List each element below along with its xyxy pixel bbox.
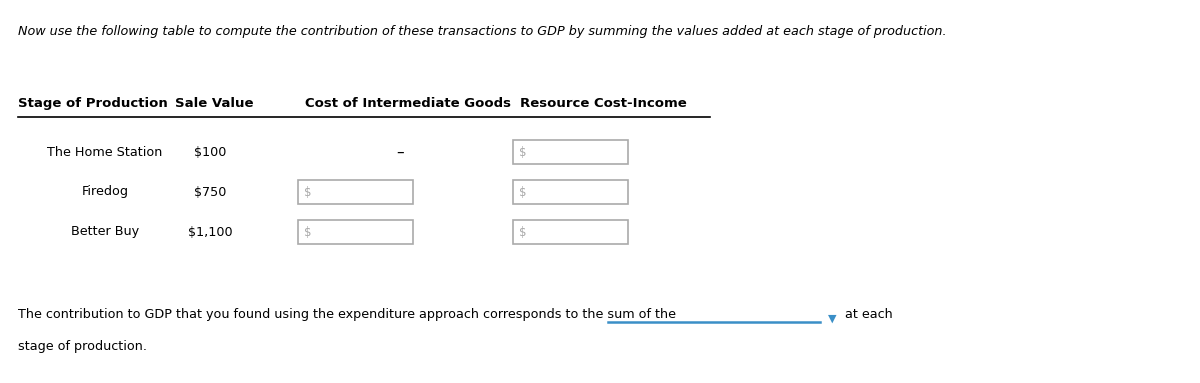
Text: Resource Cost-Income: Resource Cost-Income: [520, 97, 686, 110]
Text: $: $: [520, 146, 527, 159]
Text: stage of production.: stage of production.: [18, 340, 148, 353]
Text: $: $: [520, 185, 527, 198]
Text: Stage of Production: Stage of Production: [18, 97, 168, 110]
FancyBboxPatch shape: [514, 180, 628, 204]
Text: Now use the following table to compute the contribution of these transactions to: Now use the following table to compute t…: [18, 25, 947, 38]
Text: The Home Station: The Home Station: [47, 146, 163, 159]
Text: The contribution to GDP that you found using the expenditure approach correspond: The contribution to GDP that you found u…: [18, 308, 676, 321]
Text: $100: $100: [194, 146, 226, 159]
Text: Sale Value: Sale Value: [175, 97, 253, 110]
FancyBboxPatch shape: [298, 220, 413, 244]
Text: $: $: [304, 185, 312, 198]
Text: $750: $750: [194, 185, 226, 198]
Text: –: –: [396, 144, 404, 159]
Text: Better Buy: Better Buy: [71, 226, 139, 239]
Text: $1,100: $1,100: [187, 226, 233, 239]
FancyBboxPatch shape: [298, 180, 413, 204]
Text: Firedog: Firedog: [82, 185, 128, 198]
Text: $: $: [304, 226, 312, 239]
Text: at each: at each: [845, 308, 893, 321]
FancyBboxPatch shape: [514, 140, 628, 164]
Text: Cost of Intermediate Goods: Cost of Intermediate Goods: [305, 97, 511, 110]
Text: ▼: ▼: [828, 314, 836, 324]
FancyBboxPatch shape: [514, 220, 628, 244]
Text: $: $: [520, 226, 527, 239]
